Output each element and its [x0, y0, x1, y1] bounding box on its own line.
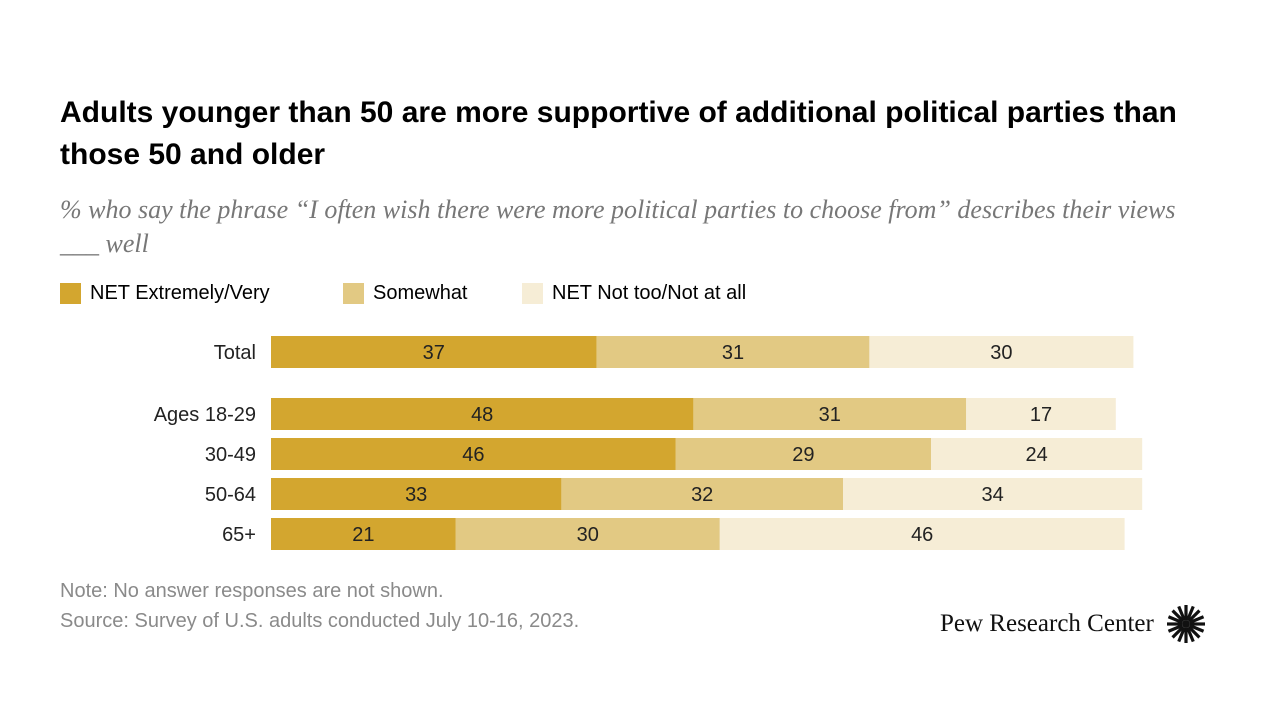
sunburst-ray — [1187, 609, 1201, 623]
legend-swatch — [522, 283, 543, 304]
category-label: Total — [214, 342, 256, 364]
bar-segment — [675, 438, 931, 470]
legend-label: NET Extremely/Very — [90, 282, 270, 304]
bar-segment — [931, 438, 1143, 470]
bar-segment — [596, 336, 870, 368]
legend-label: NET Not too/Not at all — [552, 282, 747, 304]
bar-segment — [271, 518, 456, 550]
data-label: 32 — [691, 484, 713, 506]
pew-sunburst-icon — [1166, 605, 1205, 643]
sunburst-ray — [1167, 624, 1183, 633]
legend-item-not-too: NET Not too/Not at all — [522, 282, 746, 305]
category-label: Ages 18-29 — [154, 404, 256, 426]
sunburst-center — [1181, 620, 1190, 628]
data-label: 33 — [405, 484, 427, 506]
sunburst-ray — [1185, 605, 1195, 621]
sunburst-ray — [1171, 625, 1185, 639]
bar-segment — [843, 478, 1143, 510]
sunburst-ray — [1188, 624, 1204, 633]
data-label: 46 — [911, 524, 933, 546]
data-label: 30 — [990, 342, 1012, 364]
bar-segment — [271, 336, 597, 368]
logo-text: Pew Research Center — [940, 610, 1154, 637]
legend-swatch — [60, 283, 81, 304]
bar-segment — [693, 398, 967, 430]
bar-segment — [455, 518, 720, 550]
bar-segment — [271, 438, 676, 470]
sunburst-ray — [1187, 625, 1201, 639]
legend-swatch — [343, 283, 364, 304]
bar-segment — [561, 478, 843, 510]
note: Note: No answer responses are not shown. — [60, 580, 444, 602]
bar-segment — [271, 478, 562, 510]
data-label: 29 — [792, 444, 814, 466]
sunburst-ray — [1185, 627, 1195, 643]
sunburst-ray — [1171, 609, 1185, 623]
legend-item-extremely-very: NET Extremely/Very — [60, 282, 270, 305]
data-label: 30 — [577, 524, 599, 546]
data-label: 31 — [722, 342, 744, 364]
bar-segment — [869, 336, 1134, 368]
data-label: 46 — [462, 444, 484, 466]
sunburst-ray — [1167, 615, 1183, 624]
source: Source: Survey of U.S. adults conducted … — [60, 610, 580, 632]
sunburst-ray — [1177, 605, 1186, 621]
pew-logo: Pew Research Center — [940, 604, 1206, 644]
data-label: 17 — [1030, 404, 1052, 426]
bar-segment — [271, 398, 694, 430]
legend-item-somewhat: Somewhat — [343, 282, 468, 305]
data-label: 37 — [423, 342, 445, 364]
category-label: 50-64 — [205, 484, 256, 506]
sunburst-ray — [1188, 615, 1204, 624]
category-label: 65+ — [222, 524, 256, 546]
data-label: 31 — [819, 404, 841, 426]
chart-title: Adults younger than 50 are more supporti… — [60, 96, 1177, 171]
sunburst-ray — [1177, 627, 1186, 643]
data-label: 24 — [1025, 444, 1047, 466]
data-label: 34 — [981, 484, 1003, 506]
bar-segment — [719, 518, 1125, 550]
category-label: 30-49 — [205, 444, 256, 466]
chart-subtitle: % who say the phrase “I often wish there… — [60, 195, 1176, 258]
bar-segment — [966, 398, 1116, 430]
data-label: 21 — [352, 524, 374, 546]
legend-label: Somewhat — [373, 282, 468, 304]
data-label: 48 — [471, 404, 493, 426]
